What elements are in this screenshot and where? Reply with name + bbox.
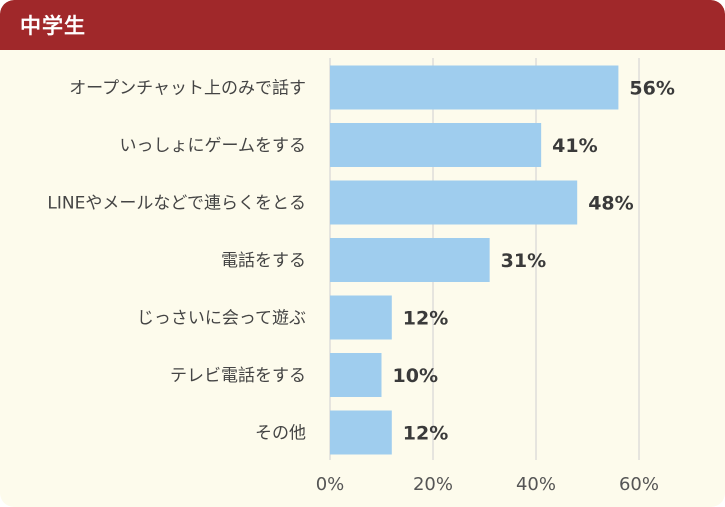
x-tick-label: 0% [316,474,345,495]
chart-header-title: 中学生 [20,14,86,38]
labels: 0% 20% 40% 60% オープンチャット上のみで話す 56% いっしょにゲームをする 4… [47,78,674,496]
x-tick-label: 40% [516,474,556,495]
bar [330,353,382,397]
value-label: 56% [629,78,674,100]
value-label: 31% [501,250,546,272]
value-label: 12% [403,308,448,330]
category-label: テレビ電話をする [170,366,306,386]
bar [330,65,619,110]
bar [330,410,392,455]
category-label: 電話をする [221,251,306,271]
bar [330,295,392,340]
value-label: 10% [393,365,438,387]
category-label: オープンチャット上のみで話す [69,79,306,99]
value-label: 48% [588,193,633,215]
header-bar: 中学生 [0,0,725,50]
bar [330,123,542,167]
category-label: じっさいに会って遊ぶ [137,309,306,329]
bar-chart: 0% 20% 40% 60% オープンチャット上のみで話す 56% いっしょにゲームをする 4… [47,58,675,496]
x-tick-label: 60% [619,474,659,495]
value-label: 12% [403,423,448,445]
bar [330,180,578,225]
category-label: LINEやメールなどで連らくをとる [47,194,306,214]
x-tick-label: 20% [413,474,453,495]
bar [330,238,490,282]
bars [330,65,619,455]
value-label: 41% [552,135,597,157]
category-label: いっしょにゲームをする [120,136,307,156]
category-label: その他 [255,424,306,444]
